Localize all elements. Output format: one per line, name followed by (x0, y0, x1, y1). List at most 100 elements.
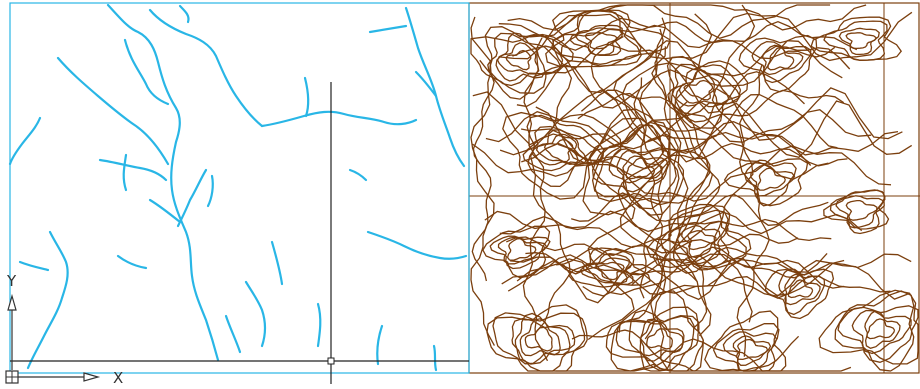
stream-segment (366, 230, 468, 260)
contour-line (571, 192, 829, 226)
hydrology-frame[interactable] (9, 2, 470, 374)
contour-line (470, 16, 495, 346)
contour-line (492, 312, 588, 372)
stream-segment (178, 4, 190, 24)
contour-line (502, 111, 622, 200)
contour-line (818, 289, 919, 365)
ucs-x-label: X (113, 369, 123, 387)
ucs-axis-icon: X Y (5, 272, 123, 387)
stream-segment (123, 38, 170, 106)
contour-line (722, 331, 778, 372)
contour-line (810, 16, 903, 61)
contour-line (639, 17, 667, 299)
contour-line (555, 338, 852, 372)
contour-line (654, 28, 689, 371)
stream-segment (376, 324, 384, 366)
contour-line (711, 4, 756, 323)
contour-line (498, 4, 831, 39)
stream-segment (122, 153, 128, 192)
contour-line (555, 17, 836, 60)
contour-line (751, 40, 812, 84)
contour-line (787, 279, 814, 299)
contour-line (838, 27, 880, 56)
contour-line (525, 246, 828, 275)
stream-segment (404, 6, 466, 168)
contour-line (594, 124, 685, 206)
stream-segment (414, 70, 438, 98)
stream-segment (316, 302, 322, 348)
contour-line (530, 39, 573, 333)
stream-segment (18, 260, 50, 272)
stream-segment (26, 230, 69, 370)
contour-line (470, 33, 574, 94)
contour-line (681, 224, 721, 259)
contour-line (506, 237, 537, 261)
contour-line (615, 314, 700, 372)
contour-line (732, 335, 772, 366)
contour-line (851, 309, 912, 355)
contour-line (651, 60, 749, 129)
stream-segment (176, 168, 208, 228)
contour-line (516, 64, 805, 114)
contour-line (556, 246, 803, 279)
ucs-y-arrowhead-icon (7, 293, 17, 311)
contour-line (610, 290, 704, 372)
contour-line (845, 32, 877, 50)
stream-segment (260, 110, 418, 128)
stream-segment (106, 3, 220, 362)
contour-line (778, 268, 826, 316)
contour-line (486, 304, 586, 372)
contour-line (673, 101, 721, 283)
contour-line (736, 64, 770, 357)
contour-line (533, 43, 851, 81)
contour-line (608, 148, 672, 200)
contour-line (674, 83, 711, 329)
contour-line (837, 305, 919, 363)
cursor-crosshair[interactable] (10, 82, 469, 384)
crosshair-pickbox (327, 357, 335, 365)
contour-line (510, 253, 912, 276)
contour-line (506, 233, 799, 256)
stream-segment (244, 280, 267, 348)
contour-map-tile[interactable] (468, 2, 920, 374)
contour-line (723, 158, 809, 207)
stream-segment (368, 24, 408, 34)
contour-line (864, 310, 901, 350)
contour-line (535, 100, 913, 165)
contour-line (499, 130, 899, 156)
contour-line (516, 254, 908, 300)
contour-line (524, 326, 553, 352)
contour-line (640, 318, 685, 362)
stream-segment (303, 76, 310, 118)
contour-line (866, 318, 896, 340)
contour-line (512, 40, 843, 94)
contour-line (756, 167, 786, 191)
contour-line (750, 164, 796, 197)
stream-network[interactable] (8, 3, 468, 372)
contour-line (500, 11, 913, 62)
contour-line (484, 210, 863, 235)
contour-line (482, 225, 551, 279)
contour-line (616, 150, 669, 193)
stream-segment (98, 158, 168, 182)
contour-line (507, 4, 867, 31)
stream-segment (432, 344, 438, 372)
contour-line (472, 121, 829, 181)
contour-line (582, 272, 891, 299)
contour-line (613, 49, 668, 286)
contour-lines[interactable] (470, 4, 919, 372)
contour-line (666, 55, 742, 130)
contour-line (557, 142, 848, 170)
contour-line (823, 189, 890, 230)
contour-line (587, 36, 638, 341)
contour-line (835, 195, 885, 229)
contour-line (519, 21, 858, 51)
contour-line (686, 230, 717, 251)
stream-segment (56, 56, 170, 166)
contour-line (522, 37, 549, 362)
contour-line (845, 199, 878, 221)
stream-segment (148, 8, 264, 128)
stream-segment (8, 116, 42, 166)
